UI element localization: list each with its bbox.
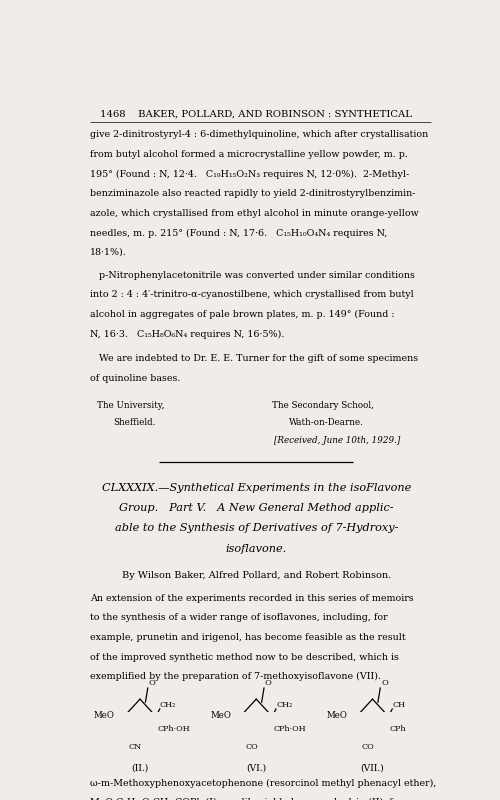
Text: isoflavone.: isoflavone. [226,544,287,554]
Text: CPh: CPh [390,725,406,733]
Text: MeO: MeO [326,710,347,720]
Text: give 2-dinitrostyryl-4 : 6-dimethylquinoline, which after crystallisation: give 2-dinitrostyryl-4 : 6-dimethylquino… [90,130,428,139]
Text: ω-m-Methoxyphenoxyacetophenone (resorcinol methyl phenacyl ether),: ω-m-Methoxyphenoxyacetophenone (resorcin… [90,778,436,788]
Text: MeO: MeO [94,710,115,720]
Text: N, 16·3.   C₁₅H₈O₆N₄ requires N, 16·5%).: N, 16·3. C₁₅H₈O₆N₄ requires N, 16·5%). [90,330,284,338]
Text: CO: CO [362,743,374,751]
Text: MeO·C₆H₄·O·CH₂·COPh (I), readily yielded a cyanohydrin (II), from: MeO·C₆H₄·O·CH₂·COPh (I), readily yielded… [90,798,411,800]
Text: of the improved synthetic method now to be described, which is: of the improved synthetic method now to … [90,653,399,662]
Text: azole, which crystallised from ethyl alcohol in minute orange-yellow: azole, which crystallised from ethyl alc… [90,209,418,218]
Text: CO: CO [245,743,258,751]
Text: alcohol in aggregates of pale brown plates, m. p. 149° (Found :: alcohol in aggregates of pale brown plat… [90,310,394,319]
Text: 18·1%).: 18·1%). [90,248,126,257]
Text: CPh·OH: CPh·OH [157,725,190,733]
Text: of quinoline bases.: of quinoline bases. [90,374,180,382]
Text: Group.   Part V.   A New General Method applic-: Group. Part V. A New General Method appl… [119,503,394,513]
Text: into 2 : 4 : 4′-trinitro-α-cyanostilbene, which crystallised from butyl: into 2 : 4 : 4′-trinitro-α-cyanostilbene… [90,290,413,299]
Text: CH: CH [392,701,406,709]
Text: By Wilson Baker, Alfred Pollard, and Robert Robinson.: By Wilson Baker, Alfred Pollard, and Rob… [122,571,391,580]
Text: The University,: The University, [98,401,165,410]
Text: 1468    BAKER, POLLARD, AND ROBINSON : SYNTHETICAL: 1468 BAKER, POLLARD, AND ROBINSON : SYNT… [100,110,412,119]
Text: CH₂: CH₂ [160,701,176,709]
Text: [Received, June 10th, 1929.]: [Received, June 10th, 1929.] [274,436,400,445]
Text: (VII.): (VII.) [360,763,384,772]
Text: needles, m. p. 215° (Found : N, 17·6.   C₁₅H₁₀O₄N₄ requires N,: needles, m. p. 215° (Found : N, 17·6. C₁… [90,229,387,238]
Text: CH₂: CH₂ [276,701,292,709]
Text: CLXXXIX.—Synthetical Experiments in the isoFlavone: CLXXXIX.—Synthetical Experiments in the … [102,483,411,493]
Text: exemplified by the preparation of 7-methoxyisoflavone (VII).: exemplified by the preparation of 7-meth… [90,672,381,682]
Text: benziminazole also reacted rapidly to yield 2-dinitrostyrylbenzimin-: benziminazole also reacted rapidly to yi… [90,190,415,198]
Text: Sheffield.: Sheffield. [113,418,155,427]
Text: O: O [148,678,156,686]
Text: O: O [265,678,272,686]
Text: Wath-on-Dearne.: Wath-on-Dearne. [289,418,364,427]
Text: able to the Synthesis of Derivatives of 7-Hydroxy-: able to the Synthesis of Derivatives of … [114,523,398,534]
Text: (II.): (II.) [132,763,148,772]
Text: CN: CN [129,743,142,751]
Text: example, prunetin and irigenol, has become feasible as the result: example, prunetin and irigenol, has beco… [90,633,405,642]
Text: 195° (Found : N, 12·4.   C₁₉H₁₅O₂N₃ requires N, 12·0%).  2-Methyl-: 195° (Found : N, 12·4. C₁₉H₁₅O₂N₃ requir… [90,170,409,178]
Text: (VI.): (VI.) [246,763,266,772]
Text: The Secondary School,: The Secondary School, [272,401,374,410]
Text: An extension of the experiments recorded in this series of memoirs: An extension of the experiments recorded… [90,594,413,602]
Text: p-Nitrophenylacetonitrile was converted under similar conditions: p-Nitrophenylacetonitrile was converted … [90,270,414,280]
Text: CPh·OH: CPh·OH [274,725,306,733]
Text: We are indebted to Dr. E. E. Turner for the gift of some specimens: We are indebted to Dr. E. E. Turner for … [90,354,418,363]
Text: MeO: MeO [210,710,231,720]
Text: to the synthesis of a wider range of isoflavones, including, for: to the synthesis of a wider range of iso… [90,614,387,622]
Text: O: O [381,678,388,686]
Text: from butyl alcohol formed a microcrystalline yellow powder, m. p.: from butyl alcohol formed a microcrystal… [90,150,407,159]
